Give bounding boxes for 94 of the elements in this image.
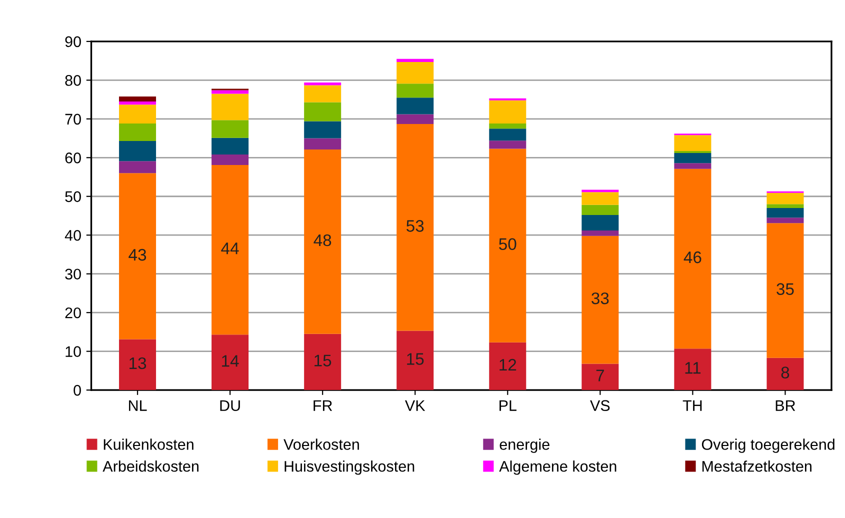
bar bbox=[304, 138, 342, 150]
bar bbox=[212, 334, 249, 390]
data-label: 50 bbox=[499, 238, 516, 250]
bar bbox=[582, 214, 619, 230]
bar bbox=[119, 173, 156, 340]
bar bbox=[396, 62, 434, 84]
x-tick-label: NL bbox=[129, 400, 147, 411]
data-label: 8 bbox=[781, 366, 790, 378]
bar bbox=[489, 342, 526, 390]
data-label: 15 bbox=[314, 354, 332, 366]
y-tick-label: 0 bbox=[74, 384, 81, 396]
bar bbox=[766, 192, 804, 204]
bar bbox=[674, 163, 712, 169]
data-label: 14 bbox=[222, 355, 239, 367]
bar bbox=[489, 148, 526, 342]
bar bbox=[766, 223, 804, 358]
bar bbox=[212, 165, 249, 335]
data-label: 46 bbox=[684, 251, 702, 264]
x-tick-label: VS bbox=[590, 400, 610, 411]
bar bbox=[489, 100, 526, 124]
y-tick-label: 40 bbox=[64, 230, 81, 241]
data-label: 13 bbox=[130, 357, 146, 370]
data-label: 48 bbox=[314, 234, 332, 246]
bar bbox=[674, 348, 712, 390]
bar bbox=[396, 98, 434, 114]
y-tick-label: 70 bbox=[65, 114, 81, 125]
legend-label: Kuikenkosten bbox=[104, 438, 194, 450]
legend-label: energie bbox=[500, 438, 550, 453]
legend-label: Mestafzetkosten bbox=[702, 460, 812, 472]
y-tick-label: 90 bbox=[65, 36, 81, 48]
bar bbox=[212, 94, 249, 120]
x-tick-label: TH bbox=[682, 400, 702, 411]
bar bbox=[489, 128, 526, 141]
data-label: 15 bbox=[407, 353, 424, 365]
bar bbox=[396, 114, 434, 124]
bar bbox=[582, 204, 619, 215]
bar bbox=[304, 82, 342, 86]
legend-label: Overig toegerekend bbox=[702, 438, 834, 453]
data-label: 44 bbox=[221, 242, 239, 254]
bar bbox=[119, 339, 156, 390]
bar bbox=[304, 150, 342, 334]
bar bbox=[304, 102, 342, 122]
bar bbox=[119, 140, 156, 162]
bar bbox=[119, 161, 156, 174]
data-label: 11 bbox=[685, 362, 701, 374]
y-tick-label: 80 bbox=[65, 75, 81, 86]
data-label: 43 bbox=[128, 248, 146, 261]
data-label: 53 bbox=[406, 220, 424, 232]
bar bbox=[304, 121, 342, 138]
bar bbox=[766, 208, 804, 218]
x-tick-label: PL bbox=[500, 400, 516, 411]
x-tick-label: VK bbox=[404, 400, 426, 411]
bar bbox=[212, 120, 249, 138]
bar bbox=[119, 124, 156, 141]
x-tick-label: BR bbox=[776, 400, 796, 411]
data-label: 12 bbox=[500, 358, 516, 371]
data-label: 35 bbox=[776, 283, 794, 295]
bar bbox=[212, 90, 249, 94]
bar bbox=[582, 236, 619, 364]
y-tick-label: 30 bbox=[65, 268, 81, 280]
bar bbox=[582, 230, 619, 236]
bar bbox=[766, 204, 804, 208]
y-tick-label: 10 bbox=[66, 346, 81, 358]
legend-label: Algemene kosten bbox=[499, 460, 616, 475]
x-tick-label: FR bbox=[314, 400, 332, 411]
data-label: 7 bbox=[596, 370, 604, 382]
bar bbox=[119, 104, 156, 124]
bar bbox=[582, 192, 619, 205]
bar bbox=[396, 84, 434, 98]
bar bbox=[674, 135, 712, 152]
legend-label: Voerkosten bbox=[284, 438, 359, 450]
y-tick-label: 60 bbox=[65, 152, 81, 164]
bar bbox=[674, 168, 712, 349]
bar bbox=[396, 58, 434, 62]
bar bbox=[766, 218, 804, 224]
bar bbox=[489, 124, 526, 129]
y-tick-label: 20 bbox=[65, 307, 81, 318]
bar bbox=[119, 96, 156, 102]
bar bbox=[212, 154, 249, 166]
data-label: 33 bbox=[592, 292, 609, 304]
x-tick-label: DU bbox=[220, 400, 240, 411]
bar bbox=[304, 85, 342, 102]
bar bbox=[674, 152, 712, 164]
legend-label: Huisvestingskosten bbox=[284, 460, 414, 475]
bar bbox=[766, 358, 804, 390]
legend-label: Arbeidskosten bbox=[102, 460, 198, 472]
bar bbox=[119, 101, 156, 105]
bar bbox=[212, 138, 249, 155]
bar bbox=[396, 124, 434, 331]
bar bbox=[489, 140, 526, 149]
bar bbox=[582, 364, 619, 390]
y-tick-label: 50 bbox=[65, 191, 81, 202]
bar bbox=[304, 334, 342, 390]
bar bbox=[396, 330, 434, 390]
